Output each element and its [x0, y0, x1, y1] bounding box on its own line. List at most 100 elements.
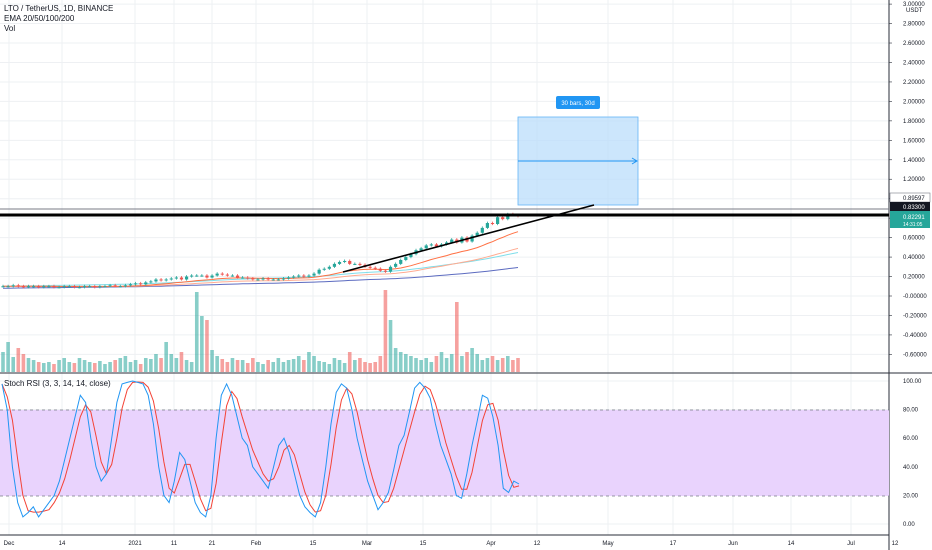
- candle-body: [159, 279, 163, 281]
- candle-body: [445, 242, 449, 245]
- candle-body: [113, 285, 117, 287]
- ema-indicator-label[interactable]: EMA 20/50/100/200: [4, 14, 75, 23]
- candle-body: [225, 274, 229, 276]
- candle-body: [409, 254, 413, 258]
- candle-body: [195, 275, 199, 277]
- volume-bar: [11, 357, 15, 372]
- candle-body: [52, 286, 56, 288]
- volume-bar: [21, 354, 26, 372]
- price-tick-label: 2.00000: [903, 99, 925, 105]
- price-tick-label: 2.40000: [903, 60, 925, 66]
- volume-bar: [174, 358, 179, 372]
- measure-label-box: [556, 96, 600, 109]
- candle-body: [419, 248, 423, 251]
- candle-body: [302, 275, 306, 277]
- time-label: 15: [420, 541, 427, 547]
- volume-bar: [363, 362, 367, 372]
- candle-body: [485, 223, 490, 228]
- candle-body: [429, 244, 433, 246]
- candle-body: [37, 286, 41, 288]
- candle-body: [154, 279, 158, 282]
- volume-bar: [302, 360, 306, 372]
- candle-body: [133, 283, 138, 285]
- volume-bar: [225, 362, 230, 372]
- volume-bar: [261, 364, 265, 372]
- volume-bar: [26, 358, 31, 372]
- candle-body: [62, 286, 66, 288]
- svg-text:0.89597: 0.89597: [903, 196, 925, 202]
- volume-bar: [108, 362, 112, 372]
- volume-bar: [205, 320, 209, 372]
- time-label: 11: [171, 541, 178, 547]
- time-label: 21: [209, 541, 216, 547]
- volume-bar: [189, 362, 194, 372]
- candle-body: [190, 275, 194, 277]
- volume-bar: [490, 356, 495, 372]
- volume-bar: [404, 354, 408, 372]
- volume-bar: [409, 356, 413, 372]
- volume-bar: [460, 356, 464, 372]
- candle-body: [103, 286, 107, 288]
- candle-body: [246, 277, 250, 279]
- volume-bar: [138, 364, 143, 372]
- volume-bar: [103, 364, 107, 372]
- volume-bar: [82, 360, 87, 372]
- symbol-title[interactable]: LTO / TetherUS, 1D, BINANCE: [4, 4, 114, 13]
- volume-bar: [317, 361, 321, 372]
- volume-bar: [511, 360, 515, 372]
- stoch-tick-label: 100.00: [903, 379, 922, 385]
- volume-bar: [353, 360, 357, 372]
- volume-bar: [337, 360, 342, 372]
- volume-bar: [449, 354, 454, 372]
- stoch-rsi-title[interactable]: Stoch RSI (3, 3, 14, 14, close): [4, 379, 111, 388]
- volume-bar: [398, 352, 403, 372]
- stoch-d-line: [1, 381, 520, 513]
- volume-bar: [455, 302, 459, 372]
- price-axis[interactable]: 3.00000 2.80000 2.60000 2.40000 2.20000 2.000…: [889, 2, 927, 358]
- candle-body: [348, 260, 352, 264]
- price-tag-high: 0.89597: [889, 192, 931, 203]
- candle-body: [373, 267, 377, 269]
- candle-body: [11, 285, 15, 287]
- volume-bar: [57, 360, 61, 372]
- candle-body: [72, 286, 76, 288]
- candle-body: [31, 286, 36, 288]
- trend-line[interactable]: [342, 204, 595, 273]
- volume-bar: [128, 362, 133, 372]
- stoch-tick-label: 20.00: [903, 493, 919, 499]
- volume-bar: [281, 362, 286, 372]
- volume-bar: [465, 352, 469, 372]
- price-tick-label: 1.60000: [903, 138, 925, 144]
- candle-body: [128, 284, 133, 286]
- volume-bar: [271, 362, 276, 372]
- volume-bar: [480, 360, 485, 372]
- time-label: Jun: [728, 541, 738, 547]
- candle-body: [57, 287, 61, 289]
- volume-bar: [506, 356, 510, 372]
- volume-bar: [118, 358, 123, 372]
- stoch-rsi-legend: Stoch RSI (3, 3, 14, 14, close): [4, 379, 111, 389]
- price-tick-label: -0.20000: [903, 313, 927, 319]
- volume-bar: [307, 352, 311, 372]
- candle-body: [327, 266, 331, 269]
- date-range-measure[interactable]: 30 bars, 30d: [517, 96, 639, 206]
- candle-body: [220, 273, 224, 275]
- volume-bar: [276, 358, 281, 372]
- volume-bar: [429, 362, 434, 372]
- volume-bar: [169, 354, 174, 372]
- candle-body: [506, 214, 510, 220]
- candle-body: [292, 276, 296, 278]
- price-tick-label: -0.00000: [903, 294, 927, 300]
- candle-body: [230, 275, 235, 277]
- candle-body: [118, 286, 122, 288]
- stoch-axis[interactable]: 100.00 80.00 60.00 40.00 20.00 0.00: [903, 379, 922, 528]
- volume-indicator-label[interactable]: Vol: [4, 24, 16, 33]
- svg-text:0.83300: 0.83300: [903, 205, 925, 211]
- time-axis[interactable]: Dec 14 2021 11 21 Feb 15 Mar 15 Apr 12 May 17 Jun 14 Ju…: [4, 541, 899, 547]
- candle-body: [399, 259, 403, 264]
- time-label: Dec: [4, 541, 15, 547]
- candle-body: [368, 266, 372, 268]
- volume-bar: [215, 356, 219, 372]
- volume-bar: [77, 358, 82, 372]
